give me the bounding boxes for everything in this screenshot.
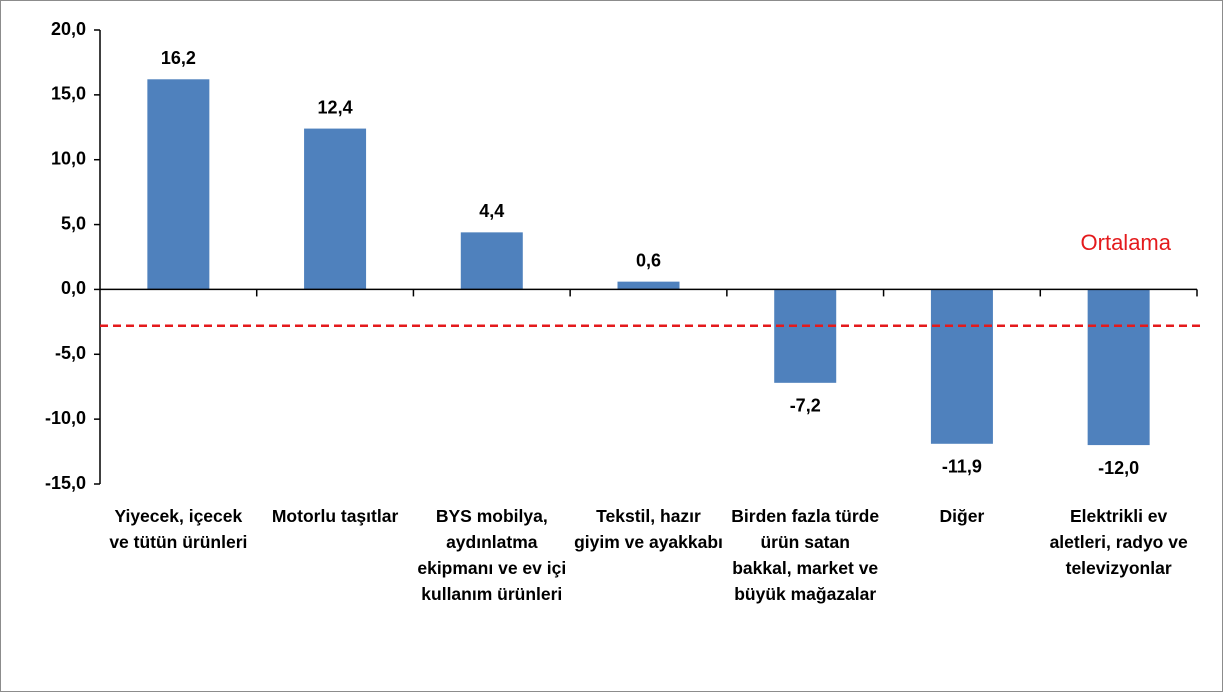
bar (147, 79, 210, 290)
value-label: 12,4 (318, 97, 353, 117)
value-label: -12,0 (1098, 458, 1139, 478)
y-tick-label: 5,0 (61, 213, 86, 233)
x-tick-label: Tekstil, hazır giyim ve ayakkabı (574, 506, 723, 552)
bar (617, 281, 680, 290)
y-tick-label: 15,0 (51, 84, 86, 104)
x-tick-label: Yiyecek, içecek ve tütün ürünleri (109, 506, 248, 552)
x-tick-label: Motorlu taşıtlar (271, 506, 399, 526)
value-label: 16,2 (161, 48, 196, 68)
x-tick-label: Birden fazla türde ürün satan bakkal, ma… (731, 506, 880, 604)
reference-label: Ortalama (1081, 230, 1172, 255)
bar (930, 289, 993, 444)
bar (1087, 289, 1150, 446)
value-label: 0,6 (636, 250, 661, 270)
value-label: -7,2 (790, 396, 821, 416)
x-tick-label: Diğer (939, 506, 985, 526)
y-tick-label: -5,0 (55, 343, 86, 363)
bar (774, 289, 837, 383)
value-label: 4,4 (479, 201, 504, 221)
y-tick-label: -10,0 (45, 408, 86, 428)
y-tick-label: 0,0 (61, 278, 86, 298)
y-tick-label: 10,0 (51, 148, 86, 168)
x-tick-label: BYS mobilya, aydınlatma ekipmanı ve ev i… (417, 506, 567, 604)
y-tick-label: 20,0 (51, 19, 86, 39)
y-tick-label: -15,0 (45, 473, 86, 493)
x-tick-label: Elektrikli ev aletleri, radyo ve televiz… (1049, 506, 1188, 578)
value-label: -11,9 (942, 457, 982, 477)
bar (460, 232, 523, 290)
bar (304, 128, 367, 290)
